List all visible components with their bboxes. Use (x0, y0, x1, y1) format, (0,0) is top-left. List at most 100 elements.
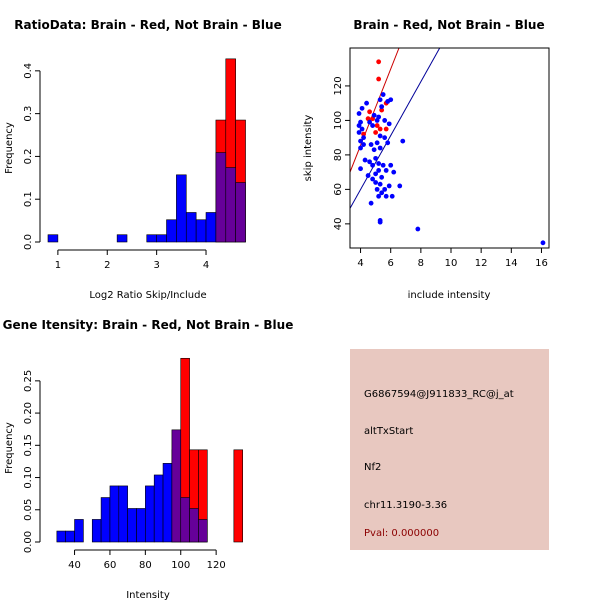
intensity-scatter-blue-point (385, 140, 391, 146)
intensity-scatter-x-tick-label: 12 (475, 258, 488, 269)
intensity-scatter-red-point (376, 59, 382, 65)
gene-intensity-histogram-xlabel: Intensity (126, 590, 170, 600)
ratio-histogram-x-tick-label: 1 (55, 260, 61, 271)
intensity-scatter-brain-fit-line (350, 48, 400, 173)
probe-id-text: G6867594@J911833_RC@j_at (364, 389, 514, 400)
ratio-histogram-blue-bar (156, 234, 167, 243)
ratio-histogram-blue-bar (205, 212, 217, 243)
intensity-scatter-x-tick-label: 16 (535, 258, 548, 269)
intensity-scatter-x-tick-label: 4 (357, 258, 363, 269)
intensity-scatter-title: Brain - Red, Not Brain - Blue (353, 18, 544, 32)
intensity-scatter-blue-point (377, 181, 383, 187)
ratio-histogram-overlap-bar (215, 152, 227, 243)
intensity-scatter-red-point (379, 107, 385, 113)
ratio-histogram-blue-bar (176, 174, 187, 243)
intensity-scatter-blue-point (377, 97, 383, 103)
intensity-scatter-blue-point (376, 193, 382, 199)
intensity-scatter-plot-area (350, 48, 546, 246)
gene-intensity-histogram-ylabel: Frequency (4, 422, 15, 474)
intensity-scatter-blue-point (383, 193, 389, 199)
pval-text: Pval: 0.000000 (364, 528, 439, 539)
gene-intensity-histogram-blue-bar (118, 485, 128, 543)
intensity-scatter-blue-point (376, 161, 382, 166)
intensity-scatter-red-point (373, 130, 379, 135)
intensity-scatter-blue-point (379, 190, 385, 196)
intensity-scatter-blue-point (368, 142, 374, 147)
intensity-scatter-blue-point (382, 118, 388, 123)
ratio-histogram-xlabel: Log2 Ratio Skip/Include (89, 290, 206, 301)
ratio-histogram-blue-bar (185, 212, 197, 243)
gene-intensity-histogram-blue-bar (145, 485, 155, 543)
ratio-histogram-overlap-bar (225, 167, 236, 243)
ratio-histogram-blue-bar (166, 219, 177, 243)
intensity-scatter-blue-point (377, 133, 383, 139)
ratio-histogram-x-tick-label: 4 (203, 260, 209, 271)
location-text: chr11.3190-3.36 (364, 500, 447, 511)
intensity-scatter-blue-point (373, 180, 379, 185)
intensity-scatter-blue-point (382, 186, 388, 192)
intensity-scatter-blue-point (361, 142, 366, 147)
intensity-scatter-blue-point (367, 119, 372, 125)
gene-intensity-histogram-y-tick-label: 0.15 (23, 434, 34, 456)
intensity-scatter-blue-point (361, 135, 366, 141)
intensity-scatter-blue-point (383, 168, 389, 173)
intensity-scatter-blue-point (380, 92, 386, 97)
intensity-scatter-blue-point (388, 97, 394, 103)
gene-intensity-histogram-overlap-bar (180, 497, 190, 543)
intensity-scatter-blue-point (356, 130, 362, 135)
intensity-scatter-blue-point (386, 121, 392, 127)
intensity-scatter-blue-point (365, 173, 371, 178)
intensity-scatter-y-tick-label: 80 (333, 149, 344, 162)
intensity-scatter-red-point (383, 126, 389, 132)
intensity-scatter-blue-point (371, 147, 377, 153)
intensity-scatter-blue-point (364, 100, 369, 106)
intensity-scatter-blue-point (358, 138, 363, 144)
intensity-scatter-marks (350, 48, 546, 246)
gene-intensity-histogram-x-tick-label: 40 (68, 560, 81, 571)
event-type-text: altTxStart (364, 426, 413, 437)
gene-intensity-histogram-x-tick-label: 60 (104, 560, 117, 571)
intensity-scatter-blue-point (362, 157, 368, 163)
gene-intensity-histogram-y-tick-label: 0.00 (23, 531, 34, 553)
gene-intensity-histogram-panel: Gene Itensity: Brain - Red, Not Brain - … (3, 318, 294, 600)
intensity-scatter-blue-point (379, 104, 385, 110)
intensity-scatter-blue-point (356, 111, 362, 116)
gene-intensity-histogram-overlap-bar (171, 429, 182, 543)
intensity-scatter-blue-point (358, 145, 363, 151)
ratio-histogram-axes: 1 2 3 4 0.0 0.1 0.2 0.3 0.4 (23, 63, 209, 271)
gene-intensity-histogram-blue-bar (100, 497, 111, 543)
intensity-scatter-blue-point (400, 138, 406, 144)
intensity-scatter-x-tick-label: 10 (445, 258, 458, 269)
intensity-scatter-blue-point (388, 162, 394, 168)
intensity-scatter-red-point (374, 123, 380, 128)
gene-intensity-histogram-red-bar (233, 449, 243, 543)
gene-intensity-histogram-y-tick-label: 0.10 (23, 466, 34, 488)
ratio-histogram-overlap-bar (235, 182, 246, 243)
intensity-scatter-blue-point (374, 140, 380, 146)
intensity-scatter-blue-point (367, 159, 372, 165)
gene-intensity-histogram-blue-bar (136, 508, 146, 543)
intensity-scatter-y-tick-label: 100 (333, 111, 344, 130)
intensity-scatter-blue-point (376, 114, 382, 120)
ratio-histogram-panel: RatioData: Brain - Red, Not Brain - Blue… (4, 18, 282, 301)
intensity-scatter-blue-point (379, 174, 385, 180)
gene-intensity-histogram-blue-bar (162, 463, 173, 543)
intensity-scatter-blue-point (377, 145, 383, 151)
intensity-scatter-blue-point (397, 183, 403, 189)
probe-info-panel: G6867594@J911833_RC@j_at altTxStart Nf2 … (350, 349, 549, 550)
intensity-scatter-blue-point (389, 193, 395, 199)
ratio-histogram-y-tick-label: 0.4 (23, 63, 34, 79)
intensity-scatter-blue-point (540, 240, 546, 246)
intensity-scatter-blue-point (415, 226, 421, 232)
intensity-scatter-blue-point (386, 183, 392, 189)
intensity-scatter-red-point (361, 131, 366, 137)
intensity-scatter-blue-point (377, 218, 383, 223)
ratio-histogram-y-tick-label: 0.2 (23, 148, 34, 164)
intensity-scatter-red-point (377, 126, 383, 132)
gene-intensity-histogram-blue-bar (74, 519, 84, 543)
intensity-scatter-red-point (367, 109, 372, 115)
intensity-scatter-y-tick-label: 40 (333, 217, 344, 230)
gene-name-text: Nf2 (364, 462, 381, 473)
intensity-scatter-ylabel: skip intensity (303, 115, 314, 182)
